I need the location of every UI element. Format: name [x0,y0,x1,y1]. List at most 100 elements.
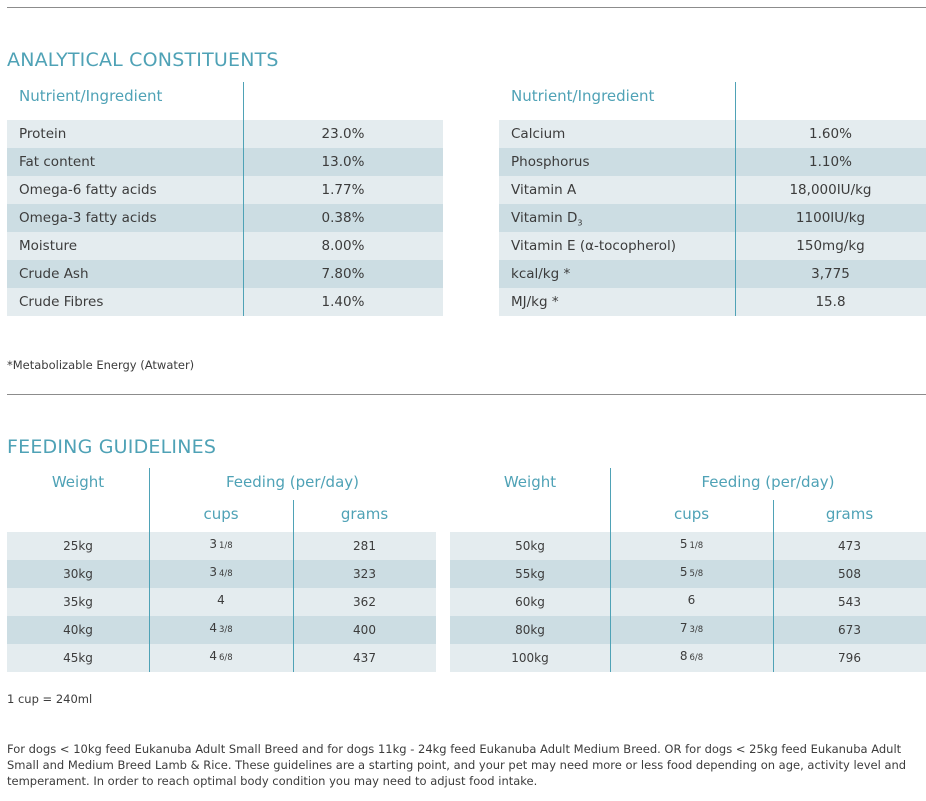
cups-whole: 5 [679,537,688,551]
weight-cell: 50kg [515,539,545,553]
cups-fraction: 3/8 [218,625,233,635]
column-divider [243,82,244,120]
column-divider [773,644,774,672]
feeding-per-day-header: Feeding (per/day) [225,473,359,491]
table-row: Fat content 13.0% [7,148,443,176]
weight-cell: 40kg [63,623,93,637]
nutrient-value: 1.60% [809,126,852,142]
cups-whole: 4 [209,621,217,635]
column-divider [773,560,774,588]
grams-header: grams [825,505,874,523]
nutrient-name: Fat content [19,154,95,170]
nutrient-name-text: Protein [19,126,67,142]
table-row: 60kg 6 543 [450,588,926,616]
nutrient-name: Protein [19,126,66,142]
nutrient-value: 1.77% [321,182,365,198]
column-divider [293,588,294,616]
table-row: Omega-6 fatty acids 1.77% [7,176,443,204]
weight-header: Weight [503,473,557,491]
nutrient-name: Phosphorus [511,154,590,170]
grams-cell: 796 [838,651,861,665]
analytical-rows-left: Protein 23.0% Fat content 13.0% Omega-6 fatt… [7,120,443,316]
nutrient-name-text: kcal/kg * [511,266,571,282]
nutrient-value: 7.80% [321,266,365,282]
nutrient-value: 150mg/kg [796,238,865,254]
grams-cell: 323 [353,567,376,581]
table-row: 80kg 7 3/8 673 [450,616,926,644]
nutrient-value: 23.0% [321,126,365,142]
cups-cell: 7 3/8 [610,621,773,635]
column-divider [243,204,244,232]
table-row: 25kg 3 1/8 281 [7,532,436,560]
weight-cell: 55kg [515,567,545,581]
table-row: 55kg 5 5/8 508 [450,560,926,588]
feeding-header: Weight Feeding (per/day) cups grams [7,468,436,532]
feeding-table-right: Weight Feeding (per/day) cups grams 50kg… [450,468,926,672]
weight-cell: 45kg [63,651,93,665]
nutrient-value: 15.8 [815,294,846,310]
table-row: 100kg 8 6/8 796 [450,644,926,672]
grams-cell: 281 [353,539,376,553]
feeding-per-day-header: Feeding (per/day) [701,473,835,491]
grams-cell: 362 [353,595,376,609]
weight-cell: 25kg [63,539,93,553]
column-divider [735,148,736,176]
table-row: Crude Ash 7.80% [7,260,443,288]
table-row: MJ/kg * 15.8 [499,288,926,316]
cups-cell: 3 1/8 [149,537,293,551]
column-divider [293,532,294,560]
cups-fraction: 1/8 [218,541,233,551]
column-divider [735,232,736,260]
cups-fraction: 3/8 [689,625,704,635]
nutrient-name-text: Phosphorus [511,154,590,170]
nutrient-value: 1100IU/kg [795,210,866,226]
nutrient-name: kcal/kg * [511,266,570,282]
cup-conversion-note: 1 cup = 240ml [7,692,93,706]
nutrient-name: Vitamin D3 [511,210,583,228]
column-divider [735,260,736,288]
column-divider [293,644,294,672]
nutrient-value: 0.38% [321,210,365,226]
cups-cell: 4 [149,593,293,607]
column-divider [149,468,150,532]
nutrient-value: 13.0% [321,154,365,170]
nutrient-value: 3,775 [811,266,850,282]
column-divider [149,616,150,644]
cups-whole: 4 [209,649,217,663]
grams-header: grams [340,505,389,523]
column-divider [773,532,774,560]
column-divider [243,148,244,176]
column-divider [610,468,611,532]
column-divider [735,120,736,148]
feeding-guidance-paragraph: For dogs < 10kg feed Eukanuba Adult Smal… [7,742,907,788]
table-row: Crude Fibres 1.40% [7,288,443,316]
column-divider [610,616,611,644]
nutrient-name-text: Moisture [19,238,78,254]
table-row: Vitamin E (α-tocopherol) 150mg/kg [499,232,926,260]
table-row: kcal/kg * 3,775 [499,260,926,288]
nutrient-name-text: Omega-3 fatty acids [19,210,157,226]
subscript: 3 [577,218,583,228]
analytical-constituents-title: ANALYTICAL CONSTITUENTS [7,49,279,71]
table-row: Moisture 8.00% [7,232,443,260]
nutrient-name: Crude Fibres [19,294,103,310]
cups-cell: 4 3/8 [149,621,293,635]
column-divider [243,260,244,288]
column-divider [610,588,611,616]
column-divider [243,120,244,148]
table-row: Vitamin A 18,000IU/kg [499,176,926,204]
nutrient-name: Omega-6 fatty acids [19,182,157,198]
grams-cell: 400 [353,623,376,637]
column-divider [243,232,244,260]
table-row: 45kg 4 6/8 437 [7,644,436,672]
energy-footnote: *Metabolizable Energy (Atwater) [7,358,195,372]
table-row: Vitamin D3 1100IU/kg [499,204,926,232]
column-divider [773,588,774,616]
cups-whole: 4 [217,593,225,607]
nutrient-header: Nutrient/Ingredient [511,87,655,105]
column-divider [243,288,244,316]
feeding-table-left: Weight Feeding (per/day) cups grams 25kg… [7,468,436,672]
nutrient-name: Vitamin A [511,182,576,198]
analytical-table-right: Nutrient/Ingredient Calcium 1.60% Phosphor… [499,82,926,316]
nutrient-name-text: Fat content [19,154,96,170]
